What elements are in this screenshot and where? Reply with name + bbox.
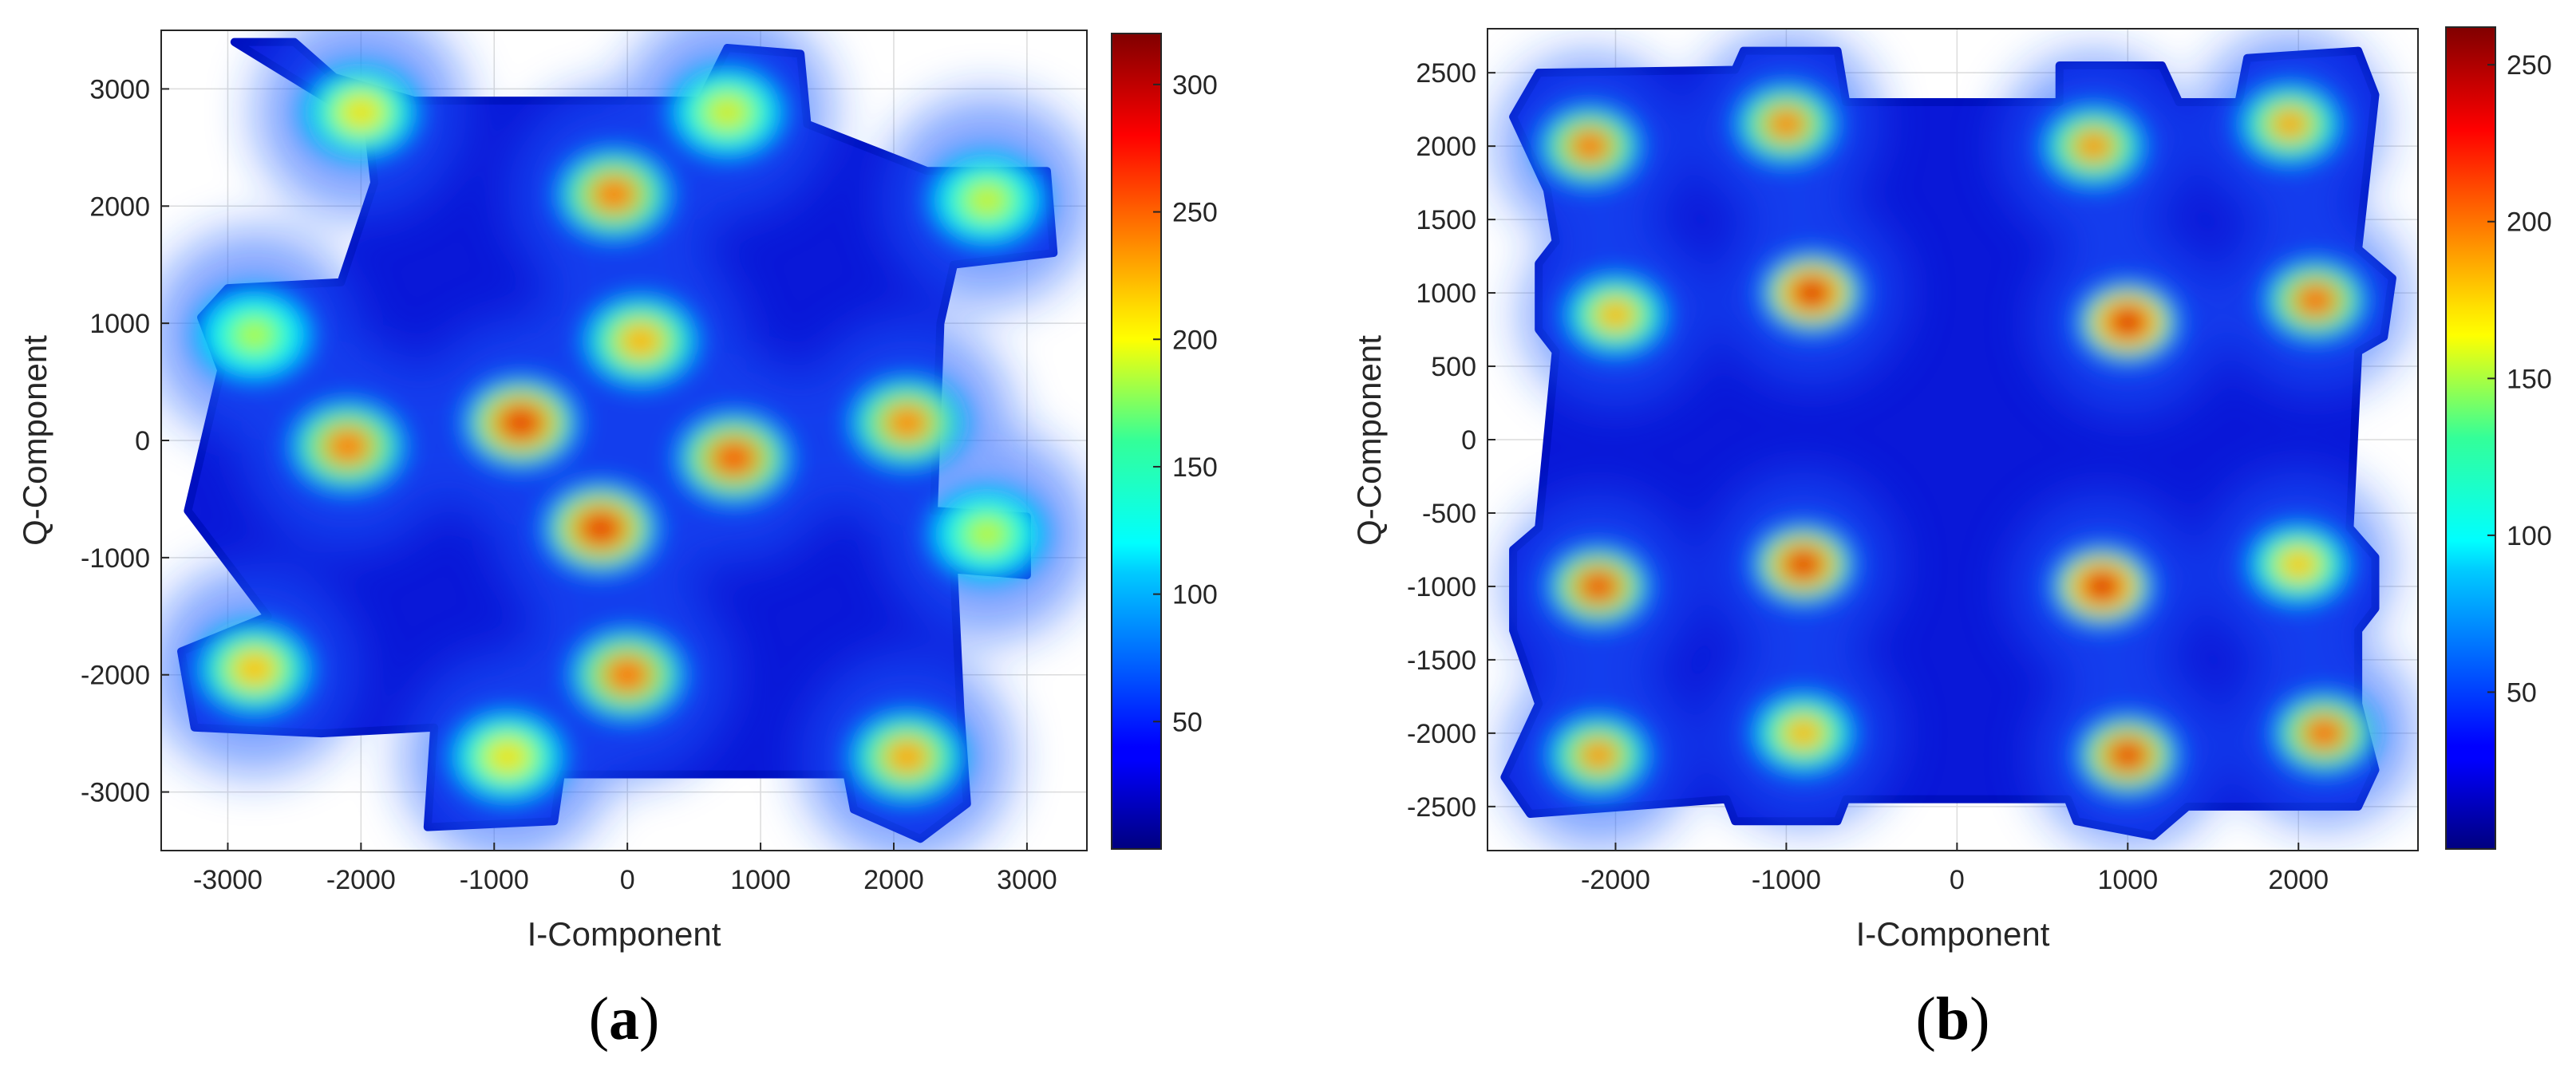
constellation-cluster bbox=[531, 472, 671, 585]
constellation-cluster bbox=[2032, 97, 2156, 196]
y-tick-label: 0 bbox=[1461, 425, 1476, 456]
colorbar-tick-label: 150 bbox=[2507, 364, 2552, 394]
x-tick-label: 0 bbox=[1950, 865, 1965, 895]
constellation-cluster bbox=[837, 701, 978, 813]
constellation-cluster bbox=[1536, 705, 1661, 805]
colorbar-tick-label: 200 bbox=[1172, 325, 1218, 355]
constellation-cluster bbox=[917, 144, 1057, 256]
colorbar-b bbox=[2445, 26, 2496, 850]
y-tick-label: 1500 bbox=[1416, 205, 1476, 235]
axis-ticks-a: -3000 -2000 -1000 0 1000 2000 3000 -3000 -2000 -1… bbox=[81, 74, 1057, 895]
colorbar-tick-label: 150 bbox=[1172, 452, 1218, 483]
constellation-cluster bbox=[2065, 705, 2190, 805]
constellation-cluster bbox=[2065, 272, 2190, 372]
constellation-cluster bbox=[184, 278, 325, 391]
constellation-cluster bbox=[1741, 515, 1866, 614]
constellation-cluster bbox=[184, 613, 325, 725]
constellation-cluster bbox=[2262, 683, 2386, 783]
constellation-cluster bbox=[557, 618, 697, 731]
y-tick-label: -500 bbox=[1422, 499, 1476, 529]
constellation-cluster bbox=[917, 478, 1057, 590]
colorbar-ticks-a: 50 100 150 200 250 300 bbox=[1153, 70, 1218, 737]
constellation-cluster bbox=[543, 138, 684, 251]
colorbar-tick-label: 300 bbox=[1172, 70, 1218, 101]
density-field-b bbox=[1495, 30, 2418, 850]
constellation-cluster bbox=[278, 390, 418, 503]
x-tick-label: 2000 bbox=[2268, 865, 2329, 895]
constellation-cluster bbox=[837, 366, 978, 479]
colorbar-tick-label: 100 bbox=[2507, 521, 2552, 551]
x-tick-label: -1000 bbox=[460, 865, 529, 895]
colorbar-tick-label: 50 bbox=[1172, 707, 1203, 737]
chart-panel-a: -3000 -2000 -1000 0 1000 2000 3000-3000-2000-1… bbox=[16, 30, 1218, 1052]
constellation-cluster bbox=[451, 366, 591, 479]
x-tick-label: -1000 bbox=[1752, 865, 1821, 895]
colorbar-tick-label: 100 bbox=[1172, 580, 1218, 610]
y-axis-label-a: Q-Component bbox=[16, 335, 53, 546]
x-tick-label: 3000 bbox=[997, 865, 1057, 895]
x-axis-label-b: I-Component bbox=[1856, 915, 2050, 953]
constellation-cluster bbox=[2040, 536, 2164, 636]
x-axis-label-a: I-Component bbox=[527, 915, 721, 953]
y-tick-label: 2500 bbox=[1416, 58, 1476, 89]
y-tick-label: 1000 bbox=[89, 309, 150, 339]
axis-ticks-b: -2000 -1000 0 1000 2000 -2500 -2000 -1500 -1000 -… bbox=[1407, 58, 2329, 895]
constellation-cluster bbox=[2228, 74, 2353, 174]
y-axis-label-b: Q-Component bbox=[1350, 335, 1388, 546]
panel-label-a: (a) bbox=[589, 985, 660, 1052]
x-tick-label: -3000 bbox=[193, 865, 263, 895]
y-tick-label: 1000 bbox=[1416, 278, 1476, 309]
constellation-cluster bbox=[1553, 265, 1677, 365]
colorbar-ticks-b: 50 100 150 200 250 bbox=[2487, 50, 2552, 708]
y-tick-label: 2000 bbox=[89, 191, 150, 222]
y-tick-label: -3000 bbox=[81, 778, 150, 808]
constellation-cluster bbox=[1749, 243, 1874, 343]
x-tick-label: -2000 bbox=[326, 865, 396, 895]
y-tick-label: 2000 bbox=[1416, 132, 1476, 162]
colorbar-a bbox=[1111, 33, 1162, 850]
colorbar-tick-label: 250 bbox=[2507, 50, 2552, 81]
constellation-cluster bbox=[290, 56, 431, 168]
y-tick-label: -2500 bbox=[1407, 792, 1476, 823]
constellation-cluster bbox=[1527, 97, 1652, 196]
y-tick-label: -1000 bbox=[1407, 572, 1476, 602]
x-tick-label: 1000 bbox=[730, 865, 791, 895]
constellation-cluster bbox=[657, 56, 797, 168]
constellation-cluster bbox=[437, 701, 578, 813]
constellation-cluster bbox=[2254, 251, 2378, 350]
y-tick-label: -1500 bbox=[1407, 646, 1476, 676]
y-tick-label: 0 bbox=[135, 426, 150, 456]
x-tick-label: -2000 bbox=[1581, 865, 1650, 895]
constellation-cluster bbox=[1536, 536, 1661, 636]
x-tick-label: 1000 bbox=[2097, 865, 2158, 895]
constellation-cluster bbox=[1741, 683, 1866, 783]
constellation-cluster bbox=[571, 285, 711, 397]
constellation-cluster bbox=[2236, 515, 2361, 614]
constellation-cluster bbox=[664, 402, 804, 515]
colorbar-tick-label: 250 bbox=[1172, 198, 1218, 228]
density-field-a bbox=[161, 30, 1087, 851]
x-tick-label: 0 bbox=[620, 865, 635, 895]
y-tick-label: -2000 bbox=[1407, 719, 1476, 749]
x-tick-label: 2000 bbox=[863, 865, 924, 895]
colorbar-tick-label: 50 bbox=[2507, 677, 2537, 708]
colorbar-tick-label: 200 bbox=[2507, 207, 2552, 238]
y-tick-label: -1000 bbox=[81, 543, 150, 574]
y-tick-label: 500 bbox=[1431, 352, 1476, 382]
y-tick-label: 3000 bbox=[89, 74, 150, 105]
panel-label-b: (b) bbox=[1916, 985, 1990, 1052]
chart-panel-b: -2000 -1000 0 1000 2000-2500-2000-1500-1000-… bbox=[1350, 26, 2552, 1052]
y-tick-label: -2000 bbox=[81, 661, 150, 691]
constellation-cluster bbox=[1724, 74, 1848, 174]
